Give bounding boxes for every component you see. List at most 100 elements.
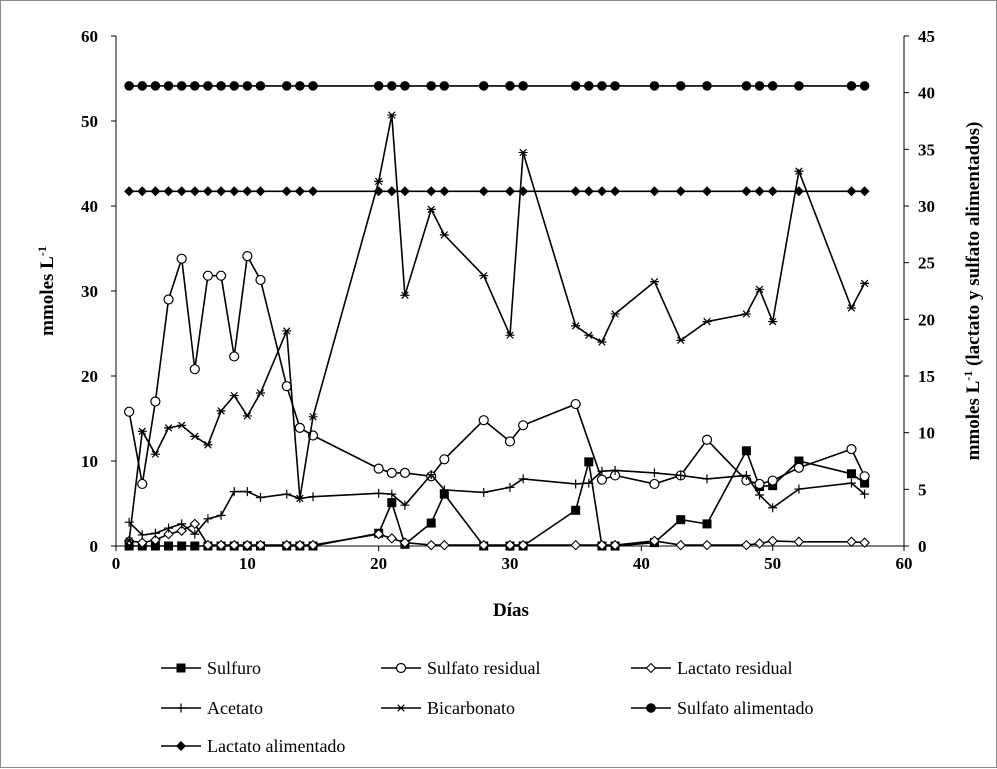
- data-point-lactato-alimentado: [702, 186, 712, 197]
- data-point-sulfato-residual: [846, 444, 857, 455]
- data-point-lactato-residual: [255, 539, 266, 551]
- data-point-lactato-alimentado: [150, 186, 161, 197]
- data-point-lactato-residual: [517, 539, 529, 551]
- data-point-lactato-residual: [741, 539, 752, 551]
- data-point-sulfato-alimentado: [229, 81, 239, 91]
- data-point-lactato-residual: [793, 536, 805, 548]
- data-point-lactato-alimentado: [754, 186, 765, 197]
- data-point-acetato: [229, 487, 239, 497]
- data-point-sulfato-alimentado: [137, 81, 148, 91]
- data-point-lactato-alimentado: [163, 186, 174, 197]
- data-point-lactato-alimentado: [426, 186, 437, 197]
- data-point-bicarbonato: [229, 391, 239, 400]
- data-point-sulfato-alimentado: [190, 81, 200, 91]
- data-point-sulfato-alimentado: [610, 81, 620, 91]
- data-point-sulfato-alimentado: [859, 81, 870, 91]
- data-point-sulfato-residual: [518, 420, 529, 431]
- data-point-acetato: [676, 470, 686, 480]
- data-point-sulfuro: [571, 505, 581, 515]
- data-point-sulfato-alimentado: [373, 81, 384, 91]
- data-point-acetato: [860, 489, 870, 499]
- data-point-sulfuro: [190, 541, 200, 551]
- data-point-sulfato-residual: [596, 474, 608, 485]
- data-point-lactato-alimentado: [610, 186, 621, 197]
- data-point-lactato-alimentado: [675, 186, 686, 197]
- data-point-sulfato-alimentado: [176, 81, 187, 91]
- data-point-lactato-alimentado: [399, 186, 410, 197]
- data-point-lactato-residual: [202, 539, 214, 551]
- data-point-sulfato-residual: [137, 478, 148, 490]
- data-point-sulfuro: [150, 541, 160, 551]
- data-point-sulfato-residual: [176, 253, 187, 264]
- data-point-sulfuro: [177, 541, 187, 551]
- y-right-tick-label: 45: [918, 27, 935, 46]
- data-point-acetato: [741, 470, 751, 480]
- data-point-bicarbonato: [649, 277, 659, 286]
- data-point-lactato-residual: [675, 539, 687, 551]
- data-point-sulfuro: [741, 446, 751, 456]
- data-point-lactato-residual: [609, 539, 621, 551]
- x-axis-title: Días: [493, 600, 529, 621]
- data-point-acetato: [177, 519, 187, 529]
- legend-marker: [176, 663, 186, 673]
- legend-label: Bicarbonato: [427, 698, 515, 718]
- y-right-tick-label: 0: [918, 537, 927, 556]
- data-point-lactato-residual: [439, 539, 450, 551]
- data-point-sulfato-alimentado: [281, 81, 292, 91]
- data-point-sulfato-residual: [229, 351, 240, 362]
- series-line-acetato: [128, 469, 866, 536]
- data-point-lactato-residual: [215, 539, 227, 551]
- legend-marker: [645, 662, 657, 674]
- data-point-acetato: [597, 466, 607, 476]
- data-point-acetato: [439, 485, 449, 495]
- y-right-tick-label: 20: [918, 310, 935, 329]
- x-tick-label: 60: [896, 554, 913, 573]
- data-point-bicarbonato: [518, 148, 528, 157]
- data-point-sulfato-alimentado: [584, 81, 594, 91]
- data-point-bicarbonato: [295, 494, 305, 503]
- data-point-sulfato-alimentado: [794, 81, 804, 91]
- data-point-acetato: [571, 479, 581, 489]
- data-point-sulfato-residual: [386, 467, 397, 478]
- legend: Sulfuro Sulfato residual Lactato residual A…: [161, 658, 813, 756]
- data-point-lactato-alimentado: [439, 186, 450, 197]
- data-point-lactato-residual: [504, 539, 516, 551]
- data-point-sulfato-alimentado: [439, 81, 450, 91]
- data-point-acetato: [374, 488, 384, 498]
- data-point-lactato-alimentado: [176, 186, 187, 197]
- data-point-sulfuro: [860, 478, 870, 488]
- data-point-lactato-residual: [294, 539, 306, 551]
- data-point-bicarbonato: [794, 167, 804, 175]
- data-point-acetato: [755, 490, 765, 500]
- data-point-acetato: [846, 478, 856, 488]
- data-point-sulfato-residual: [754, 478, 765, 490]
- data-point-bicarbonato: [676, 336, 686, 345]
- data-point-lactato-alimentado: [767, 186, 778, 197]
- data-point-bicarbonato: [137, 427, 147, 435]
- data-point-lactato-alimentado: [229, 186, 240, 197]
- data-point-lactato-residual: [846, 536, 857, 548]
- data-point-sulfato-residual: [163, 294, 174, 305]
- data-point-sulfuro: [584, 457, 594, 467]
- data-point-lactato-alimentado: [308, 186, 318, 197]
- data-point-sulfato-alimentado: [242, 81, 253, 91]
- data-point-bicarbonato: [702, 317, 712, 326]
- data-point-lactato-residual: [150, 534, 161, 546]
- series-layer: [123, 81, 870, 551]
- data-point-bicarbonato: [164, 424, 174, 432]
- data-point-lactato-residual: [649, 535, 660, 547]
- series-lactato-alimentado: [124, 186, 870, 197]
- data-point-sulfato-residual: [701, 434, 713, 445]
- data-point-lactato-alimentado: [596, 186, 607, 197]
- data-point-sulfato-alimentado: [163, 81, 174, 91]
- data-point-acetato: [426, 470, 436, 480]
- data-point-sulfato-residual: [649, 478, 660, 490]
- data-point-acetato: [649, 468, 659, 478]
- data-point-sulfuro: [676, 515, 686, 525]
- data-point-lactato-residual: [189, 518, 201, 530]
- data-point-lactato-alimentado: [570, 186, 581, 197]
- data-point-lactato-alimentado: [518, 186, 529, 197]
- y-right-tick-label: 25: [918, 254, 935, 273]
- legend-item-acetato: Acetato: [161, 698, 263, 718]
- data-point-acetato: [702, 474, 712, 484]
